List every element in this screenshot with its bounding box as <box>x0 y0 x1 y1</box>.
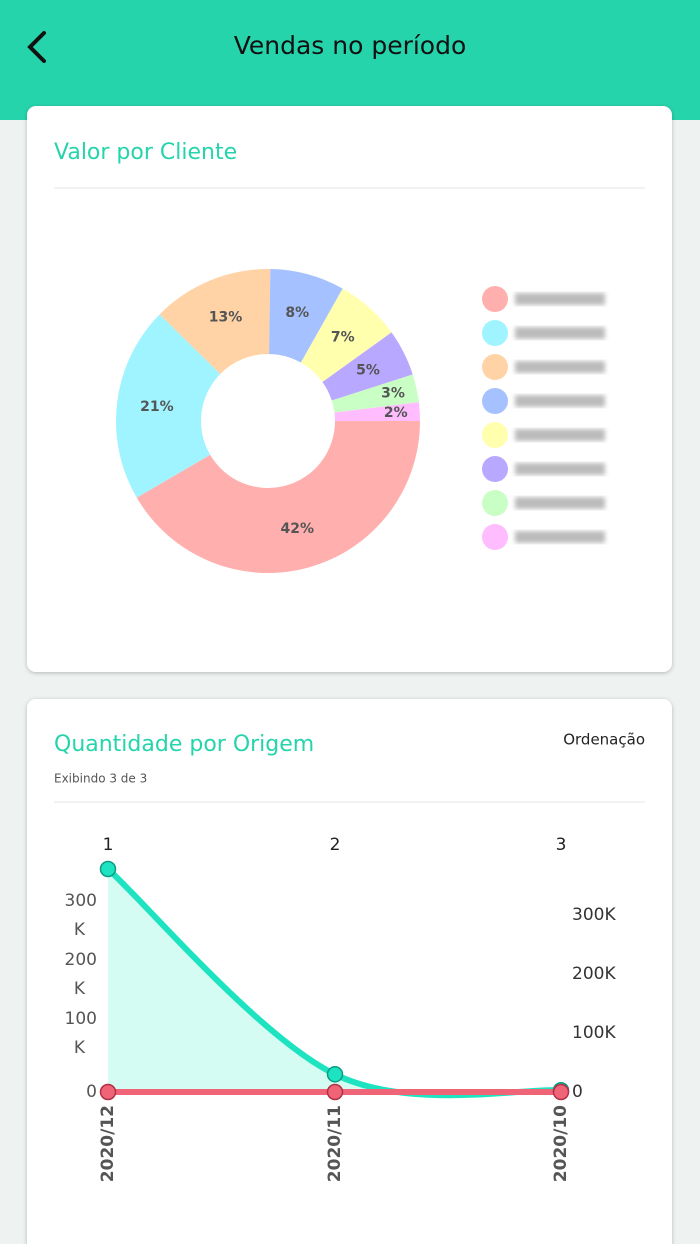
x2-tick-label: 3 <box>556 835 567 855</box>
point <box>326 1083 344 1101</box>
legend-label-blurred <box>515 531 605 543</box>
data-label: 13% <box>209 309 243 325</box>
point <box>99 860 117 878</box>
legend-label-blurred <box>515 497 605 509</box>
pie-slice <box>322 332 413 401</box>
legend-swatch <box>482 422 508 448</box>
legend-swatch <box>482 490 508 516</box>
legend-swatch <box>482 286 508 312</box>
header-bar <box>0 0 700 120</box>
pie-slice <box>300 288 392 382</box>
y-tick-label: 0 <box>86 1082 97 1102</box>
subtitle: Exibindo 3 de 3 <box>54 772 147 786</box>
pie-chart: 42% 21% 13% 8% 7% 5%3% 2% <box>116 269 605 573</box>
y2-tick-label: 200K <box>572 964 616 984</box>
header-title: Vendas no período <box>234 31 467 60</box>
legend-label-blurred <box>515 361 605 373</box>
legend-swatch <box>482 388 508 414</box>
legend-swatch <box>482 524 508 550</box>
data-label: 7% <box>331 330 355 346</box>
card <box>27 699 672 1244</box>
point <box>99 1083 117 1101</box>
pie-slice <box>116 314 221 498</box>
pie-slice <box>331 374 419 413</box>
data-label: 21% <box>140 399 174 415</box>
line-chart: 0 100 K 200 K 300 K 0 100K 200K 300K 2020/12 1 2020/1… <box>65 835 617 1182</box>
y2-tick-label: 0 <box>572 1082 583 1102</box>
legend-label-blurred <box>515 395 605 407</box>
data-label: 3% <box>381 385 405 401</box>
y2-tick-label: 100K <box>572 1023 616 1043</box>
legend-label-blurred <box>515 293 605 305</box>
pie-slice <box>136 421 421 573</box>
sort-button[interactable]: Ordenação <box>563 731 645 749</box>
data-label: 2% <box>384 405 408 421</box>
legend-swatch <box>482 354 508 380</box>
data-label: 8% <box>285 305 309 321</box>
pie-slice <box>159 269 271 374</box>
area <box>108 868 561 1096</box>
x-tick-label: 2020/12 <box>98 1105 118 1182</box>
x2-tick-label: 2 <box>330 835 341 855</box>
card-title: Quantidade por Origem <box>54 732 314 757</box>
y-tick-label: 100 K <box>65 1009 97 1058</box>
legend-label-blurred <box>515 463 605 475</box>
x2-tick-label: 1 <box>103 835 114 855</box>
pie-slice <box>269 269 343 363</box>
back-button[interactable] <box>27 31 46 63</box>
data-label: 5% <box>356 363 380 379</box>
legend-label-blurred <box>515 327 605 339</box>
y2-tick-label: 300K <box>572 905 616 925</box>
card-title: Valor por Cliente <box>54 140 237 165</box>
legend-swatch <box>482 320 508 346</box>
pie-slice <box>334 402 420 421</box>
x-tick-label: 2020/11 <box>325 1105 345 1182</box>
point <box>552 1083 570 1101</box>
point <box>326 1066 344 1083</box>
data-label: 42% <box>281 521 315 537</box>
x-tick-label: 2020/10 <box>551 1105 571 1182</box>
legend-label-blurred <box>515 429 605 441</box>
legend-swatch <box>482 456 508 482</box>
y-tick-label: 300 K <box>65 891 97 940</box>
y-tick-label: 200 K <box>65 950 97 999</box>
